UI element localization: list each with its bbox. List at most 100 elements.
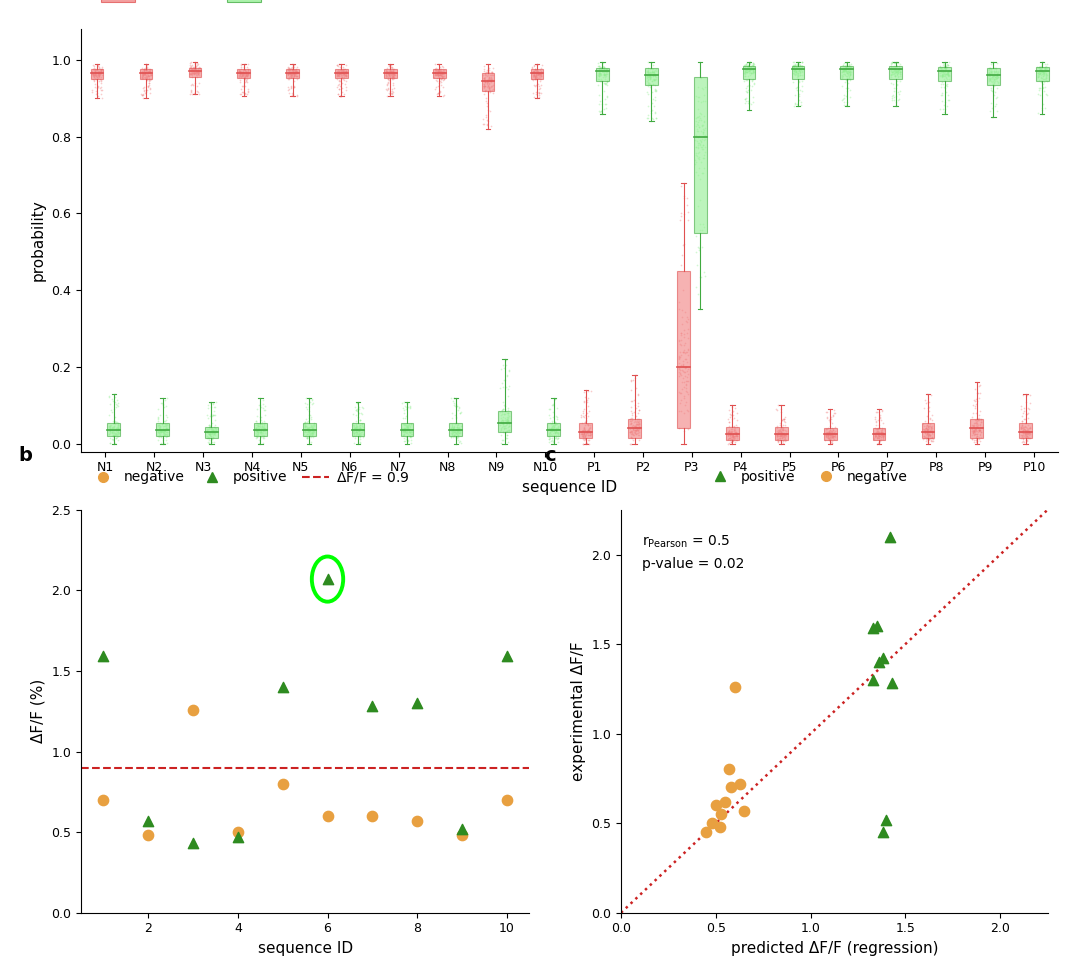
Point — [526, 79, 543, 94]
Point — [572, 423, 590, 439]
Point — [887, 64, 904, 80]
Point — [744, 74, 761, 89]
Point — [430, 78, 447, 93]
Point — [434, 70, 451, 85]
Point — [284, 62, 301, 78]
Point — [720, 422, 738, 438]
Point — [137, 70, 154, 85]
Point — [644, 64, 661, 80]
Point — [446, 417, 463, 432]
Point — [987, 63, 1004, 79]
Point — [498, 430, 515, 446]
Point — [1013, 424, 1030, 440]
Point — [332, 79, 349, 94]
Point — [675, 342, 692, 357]
Point — [742, 55, 759, 71]
Point — [188, 65, 205, 81]
Point — [1034, 62, 1051, 78]
Point — [674, 282, 691, 297]
Point — [477, 108, 495, 123]
Point — [379, 75, 396, 90]
Point — [597, 61, 615, 77]
Point — [740, 57, 757, 73]
Point — [671, 368, 688, 384]
Point — [336, 61, 353, 77]
Point — [110, 428, 127, 444]
Point — [249, 420, 267, 436]
Point — [396, 398, 414, 414]
Point — [296, 417, 313, 432]
Point — [595, 55, 612, 71]
Point — [692, 154, 710, 170]
Point — [381, 66, 399, 82]
Point — [923, 424, 941, 440]
Point — [545, 421, 563, 437]
Point — [689, 150, 706, 165]
Point — [788, 57, 806, 73]
Point — [821, 425, 838, 441]
Point — [1038, 56, 1055, 72]
Point — [631, 416, 648, 431]
Point — [108, 415, 125, 430]
Point — [1014, 408, 1031, 423]
Point — [596, 66, 613, 82]
Y-axis label: experimental ΔF/F: experimental ΔF/F — [570, 642, 585, 781]
Point — [184, 61, 201, 77]
Point — [639, 71, 657, 86]
Point — [690, 117, 707, 132]
Point — [303, 425, 321, 441]
Point — [249, 418, 267, 433]
Point — [500, 362, 517, 378]
Point — [149, 423, 166, 439]
Point — [447, 422, 464, 438]
Point — [396, 423, 414, 439]
Point — [280, 62, 297, 78]
Point — [870, 404, 888, 419]
Point — [541, 431, 558, 447]
Point — [984, 68, 1001, 84]
Point — [345, 423, 362, 439]
Point — [696, 87, 713, 103]
Point — [936, 94, 954, 110]
Point — [248, 427, 266, 443]
Point — [138, 69, 156, 84]
Point — [150, 422, 167, 438]
Point — [841, 71, 859, 86]
Point — [773, 422, 791, 438]
Point — [248, 415, 266, 430]
Point — [866, 430, 883, 446]
Point — [646, 64, 663, 80]
Point — [108, 423, 125, 439]
Point — [622, 429, 639, 445]
Point — [968, 393, 985, 409]
Point — [917, 423, 934, 439]
Point — [152, 435, 170, 451]
Point — [238, 66, 255, 82]
Point — [542, 410, 559, 425]
Point — [972, 424, 989, 440]
Point — [1018, 432, 1036, 448]
Point — [500, 410, 517, 425]
Point — [745, 57, 762, 73]
Point — [1013, 429, 1030, 445]
Point — [835, 57, 852, 73]
Point — [735, 63, 753, 79]
Point — [1021, 426, 1038, 442]
Point — [719, 424, 737, 440]
Point — [255, 403, 272, 419]
Point — [87, 68, 105, 84]
Bar — [645, 68, 658, 84]
Point — [334, 76, 351, 91]
Bar — [302, 422, 315, 436]
Point — [720, 415, 738, 430]
Point — [524, 65, 541, 81]
Point — [645, 64, 662, 80]
Point — [137, 64, 154, 80]
Point — [306, 423, 323, 439]
Point — [969, 416, 986, 431]
Point — [726, 422, 743, 438]
Point — [1018, 428, 1036, 444]
Point — [252, 399, 269, 415]
Point — [550, 425, 567, 441]
Point — [834, 79, 851, 94]
